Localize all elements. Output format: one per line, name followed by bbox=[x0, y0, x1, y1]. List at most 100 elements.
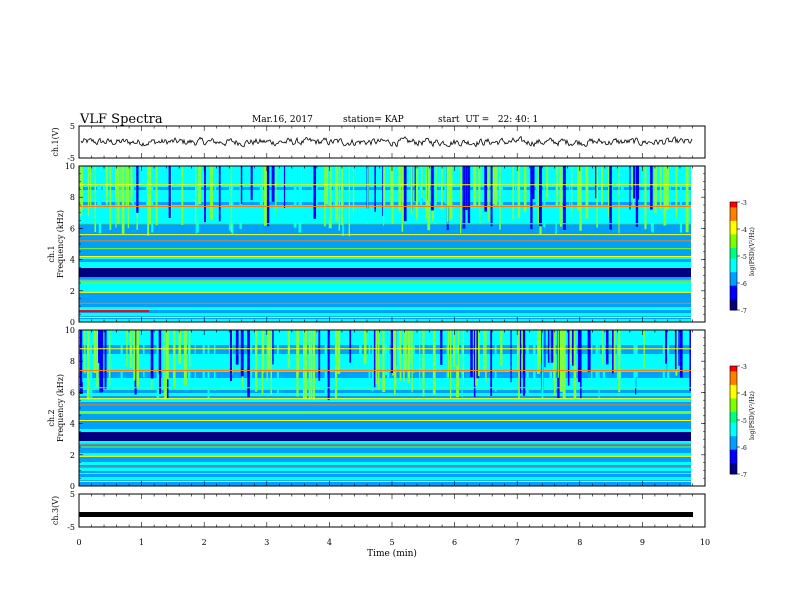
sferic-streak bbox=[239, 166, 242, 230]
colorbar-cell bbox=[730, 283, 737, 287]
colorbar-cell bbox=[730, 438, 737, 443]
sferic-streak bbox=[494, 330, 497, 392]
sferic-streak bbox=[390, 166, 393, 207]
sferic-streak bbox=[104, 330, 107, 390]
spectral-band bbox=[79, 304, 705, 307]
sferic-streak bbox=[523, 166, 527, 212]
colorbar-cell bbox=[730, 231, 737, 235]
sferic-streak bbox=[80, 166, 84, 211]
sferic-streak bbox=[595, 330, 599, 389]
sferic-streak bbox=[133, 330, 136, 381]
colorbar-cell bbox=[730, 384, 737, 389]
sferic-streak bbox=[373, 330, 376, 389]
sferic-streak bbox=[194, 330, 196, 380]
sferic-streak bbox=[414, 166, 417, 202]
sferic-streak bbox=[633, 330, 636, 388]
sferic-streak bbox=[432, 330, 436, 395]
sferic-streak bbox=[571, 330, 575, 366]
colorbar-cell bbox=[730, 247, 737, 252]
sferic-streak bbox=[446, 330, 449, 379]
colorbar-tick-label: -6 bbox=[741, 445, 747, 452]
sferic-streak bbox=[136, 166, 139, 213]
colorbar-cell bbox=[730, 471, 737, 475]
colorbar-cell bbox=[730, 447, 737, 451]
sferic-streak bbox=[516, 166, 519, 203]
spectral-band bbox=[79, 223, 705, 226]
y-tick-label: 4 bbox=[70, 256, 75, 265]
sferic-streak bbox=[304, 330, 307, 400]
sferic-streak bbox=[403, 166, 407, 222]
colorbar-cell bbox=[730, 463, 737, 467]
sferic-streak bbox=[235, 330, 239, 365]
sferic-streak bbox=[391, 166, 394, 224]
ch1-waveform bbox=[80, 135, 693, 148]
colorbar-cell bbox=[730, 202, 737, 206]
colorbar-cell bbox=[730, 403, 737, 407]
y-tick-label: 8 bbox=[70, 193, 75, 202]
sferic-streak bbox=[202, 330, 205, 390]
x-tick-label: 2 bbox=[202, 538, 207, 547]
sferic-streak bbox=[102, 166, 106, 203]
colorbar-cell bbox=[730, 207, 737, 211]
x-tick-label: 8 bbox=[577, 538, 582, 547]
station-label: station= KAP bbox=[343, 115, 404, 125]
sferic-streak bbox=[616, 330, 619, 383]
spectral-band bbox=[79, 444, 705, 447]
colorbar-cell bbox=[730, 226, 737, 230]
spectral-band bbox=[79, 477, 705, 480]
sferic-streak bbox=[136, 330, 139, 387]
sferic-streak bbox=[479, 166, 481, 223]
sferic-streak bbox=[467, 166, 471, 224]
colorbar-cell bbox=[730, 291, 737, 295]
y-tick-label: 10 bbox=[65, 326, 75, 335]
sferic-streak bbox=[555, 166, 557, 235]
x-axis-label: Time (min) bbox=[367, 548, 417, 559]
sferic-streak bbox=[611, 166, 613, 199]
sferic-streak bbox=[654, 166, 657, 213]
spectral-band bbox=[79, 289, 705, 292]
sferic-streak bbox=[612, 330, 614, 374]
spectral-band bbox=[79, 462, 705, 465]
sferic-streak bbox=[455, 330, 458, 366]
spectral-band bbox=[79, 399, 705, 402]
sferic-streak bbox=[213, 330, 216, 391]
sferic-streak bbox=[516, 330, 520, 370]
spectral-band bbox=[79, 456, 705, 459]
colorbar-cell bbox=[730, 368, 737, 372]
sferic-streak bbox=[162, 330, 164, 389]
colorbar-cell bbox=[730, 436, 737, 440]
panel-ch1: 5 -5 ch.1(V) bbox=[51, 122, 706, 163]
sferic-streak bbox=[240, 330, 244, 377]
colorbar-cell bbox=[730, 422, 737, 426]
sferic-streak bbox=[675, 166, 678, 219]
sferic-streak bbox=[134, 330, 137, 395]
y-tick-label: 4 bbox=[70, 420, 75, 429]
spectral-band bbox=[79, 277, 705, 280]
colorbar-cell bbox=[730, 274, 737, 279]
sferic-streak bbox=[448, 166, 452, 208]
colorbar-tick-label: -4 bbox=[741, 227, 747, 234]
colorbar-cell bbox=[730, 266, 737, 270]
sferic-streak bbox=[602, 330, 606, 387]
sferic-streak bbox=[579, 166, 582, 231]
sferic-streak bbox=[601, 166, 603, 205]
sferic-streak bbox=[275, 166, 277, 215]
sferic-streak bbox=[573, 330, 577, 399]
colorbar-ch2: -3 -4 -5 -6 -7 log(PSD)(V²/Hz) bbox=[729, 364, 756, 479]
spectral-band bbox=[79, 420, 705, 423]
sferic-streak bbox=[488, 166, 490, 222]
colorbar-cell bbox=[730, 414, 737, 418]
sferic-streak bbox=[298, 330, 300, 371]
sferic-streak bbox=[325, 166, 329, 205]
spectral-band bbox=[79, 471, 705, 474]
sferic-streak bbox=[585, 166, 589, 219]
sferic-streak bbox=[324, 330, 328, 394]
channel-label: ch.1 bbox=[47, 245, 56, 262]
colorbar-cell bbox=[730, 272, 737, 276]
sferic-streak bbox=[392, 330, 394, 376]
sferic-streak bbox=[262, 330, 265, 373]
sferic-streak bbox=[367, 166, 369, 224]
sferic-streak bbox=[635, 330, 638, 378]
sferic-streak bbox=[127, 166, 130, 229]
sferic-streak bbox=[368, 330, 371, 387]
